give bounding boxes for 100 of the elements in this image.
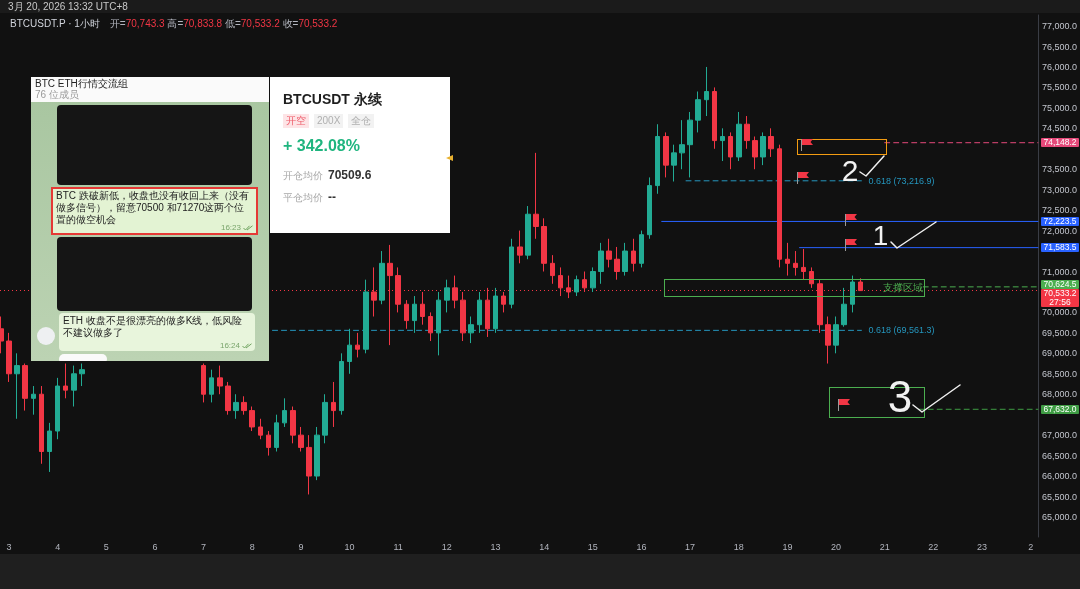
candlestick [655, 123, 660, 195]
candlestick [314, 426, 320, 481]
candlestick [525, 205, 531, 260]
x-tick-label: 20 [831, 541, 842, 552]
candlestick [768, 127, 774, 158]
x-tick-label: 5 [103, 541, 109, 552]
candlestick [622, 242, 628, 277]
candlestick [744, 115, 750, 150]
candlestick [63, 363, 68, 399]
annotation: 16:23 [220, 223, 241, 232]
x-tick-label: 11 [393, 541, 403, 552]
candlestick [363, 279, 369, 354]
candlestick [777, 144, 782, 268]
candlestick [420, 291, 425, 326]
message-bubble: BTC 跌破新低，收盘也没有收回上来（没有做多信号），留意70500 和71270这两个位置的做空机会 16:23 [51, 187, 258, 235]
candlestick [590, 266, 596, 293]
candlestick [558, 266, 563, 297]
x-tick-label: 13 [490, 541, 501, 552]
candlestick [282, 397, 287, 428]
candlestick [266, 430, 271, 457]
annotation: 平仓均价 [283, 191, 323, 204]
y-tick-label: 76,500.0 [1041, 41, 1078, 52]
annotation: 70509.6 [328, 168, 372, 183]
candlestick [598, 242, 604, 285]
candlestick [331, 381, 336, 428]
x-tick-label: 21 [879, 541, 890, 552]
candlestick [71, 365, 77, 407]
candlestick [233, 393, 239, 420]
annotation: BTC ETH行情交流组 [35, 78, 128, 90]
y-tick-label: 65,500.0 [1041, 491, 1078, 502]
x-tick-label: 18 [733, 541, 744, 552]
annotation: 开=70,743.3 高=70,833.8 低=70,533.2 收=70,533.2 [109, 17, 338, 30]
candlestick [322, 393, 328, 444]
candlestick [412, 295, 417, 334]
ref-line-label: 70,533.2 [1042, 287, 1078, 298]
candlestick [468, 316, 474, 344]
candlestick [809, 266, 814, 289]
candlestick [444, 279, 450, 313]
x-tick-label: 23 [977, 541, 988, 552]
x-tick-label: 15 [587, 541, 598, 552]
candlestick [209, 369, 214, 403]
x-tick-label: 2 [1028, 541, 1034, 552]
y-tick-label: 67,000.0 [1041, 430, 1078, 441]
candlestick [631, 238, 636, 272]
candlestick [290, 406, 296, 444]
y-tick-label: 72,000.0 [1041, 225, 1078, 236]
candlestick [582, 271, 587, 293]
annotation: 16:24 [219, 341, 240, 350]
candlestick [249, 406, 255, 432]
y-tick-label: 68,000.0 [1041, 389, 1078, 400]
candlestick [704, 66, 709, 117]
candlestick [428, 311, 433, 342]
candlestick [55, 377, 60, 440]
candlestick [647, 176, 652, 240]
candlestick [493, 287, 498, 334]
candlestick [687, 111, 693, 178]
candlestick [79, 363, 85, 387]
text: 27:56 [1049, 296, 1071, 307]
candlestick [841, 287, 847, 328]
annotation: BTCUSDT 永续 [283, 90, 382, 108]
candlestick [274, 414, 279, 452]
candlestick [695, 91, 701, 133]
candlestick [306, 434, 312, 495]
annotation: ETH 收盘不是很漂亮的做多K线，低风险不建议做多了 [63, 315, 244, 339]
candlestick [533, 152, 539, 240]
x-tick-label: 22 [928, 541, 939, 552]
candlestick [258, 418, 263, 440]
candlestick [436, 291, 441, 356]
y-tick-label: 73,000.0 [1041, 184, 1078, 195]
annotation: + 342.08% [283, 136, 360, 155]
candlestick [801, 248, 806, 281]
annotation: 开空 [283, 114, 309, 128]
candlestick [850, 275, 855, 313]
candlestick [501, 291, 506, 313]
candlestick [517, 230, 523, 264]
annotation: BTC 跌破新低，收盘也没有收回上来（没有做多信号），留意70500 和71270这两个位置的做空机会 [56, 190, 249, 225]
data-label: 72,223.5 [1041, 215, 1079, 226]
y-tick-label: 76,000.0 [1041, 61, 1078, 72]
candlestick [785, 242, 790, 277]
x-tick-label: 7 [201, 541, 207, 552]
x-tick-label: 9 [298, 541, 304, 552]
x-tick-label: 17 [685, 541, 696, 552]
annotation: 全仓 [348, 114, 375, 128]
y-tick-label: 70,000.0 [1041, 307, 1078, 318]
y-tick-label: 68,500.0 [1041, 368, 1078, 379]
candlestick [31, 385, 36, 416]
text: 3月 20, 2026 13:32 UTC+8 [8, 0, 128, 13]
annotation: 76 位成员 [35, 89, 79, 101]
y-tick-label: 73,500.0 [1041, 164, 1078, 175]
candlestick [460, 291, 466, 342]
annotation: -- [328, 190, 336, 205]
candlestick [712, 86, 717, 150]
data-label: 0.618 (73,216.9) [868, 174, 935, 187]
candlestick [217, 365, 223, 395]
data-label: 71,583.5 [1041, 242, 1079, 253]
annotation: 1 [872, 219, 889, 251]
candlestick [225, 381, 231, 416]
candlestick [825, 316, 831, 365]
x-tick-label: 3 [6, 541, 12, 552]
x-tick-label: 14 [539, 541, 550, 552]
